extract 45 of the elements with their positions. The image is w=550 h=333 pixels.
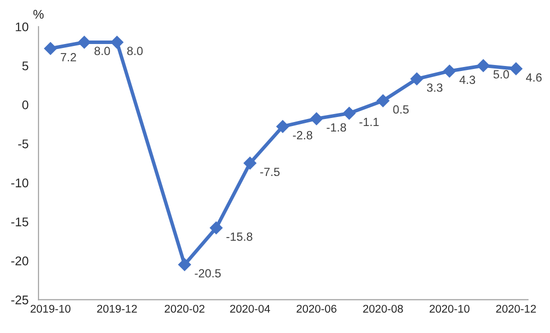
y-tick-label: -25 [11, 296, 28, 304]
x-tick-label: 2020-08 [363, 304, 403, 313]
data-label: -15.8 [226, 232, 252, 241]
data-label: 4.3 [460, 76, 476, 84]
point [78, 36, 91, 49]
data-label: -7.5 [260, 168, 280, 176]
x-tick-label: 2020-04 [230, 304, 270, 313]
point [310, 112, 323, 126]
data-label: 8.0 [127, 46, 143, 56]
point [510, 62, 522, 76]
point [244, 156, 256, 170]
data-label: 0.5 [393, 105, 409, 114]
y-tick-label: -10 [11, 178, 28, 188]
x-tick-label: 2020-02 [164, 304, 204, 313]
x-tick-label: 2019-10 [30, 304, 70, 313]
point [44, 42, 57, 55]
data-label: 4.6 [526, 73, 542, 82]
data-label: -20.5 [194, 269, 221, 278]
point [210, 222, 223, 234]
data-label: 8.0 [94, 46, 110, 56]
y-tick-label: 0 [22, 100, 28, 110]
data-label: -1.1 [359, 118, 379, 126]
y-tick-label: -5 [18, 140, 28, 148]
x-tick-label: 2020-06 [296, 304, 336, 313]
point [342, 106, 356, 120]
y-tick-label: 5 [22, 62, 28, 70]
x-tick-label: 2019-12 [97, 304, 137, 313]
data-label: 5.0 [493, 70, 509, 79]
x-tick-label: 2020-10 [430, 304, 470, 313]
point [476, 59, 490, 72]
data-label: -1.8 [326, 123, 346, 132]
x-tick-label: 2020-12 [496, 304, 536, 313]
point [178, 258, 191, 272]
y-tick-label: -15 [11, 218, 28, 226]
point [410, 72, 424, 86]
y-axis-title: % [33, 10, 44, 19]
point [376, 94, 390, 108]
y-tick-label: -20 [11, 256, 28, 266]
data-label: 7.2 [60, 53, 76, 62]
data-label: -2.8 [292, 131, 312, 140]
data-label: 3.3 [426, 83, 442, 92]
point [443, 64, 456, 78]
point [110, 36, 124, 49]
point [276, 120, 290, 133]
y-tick-label: 10 [16, 22, 28, 32]
